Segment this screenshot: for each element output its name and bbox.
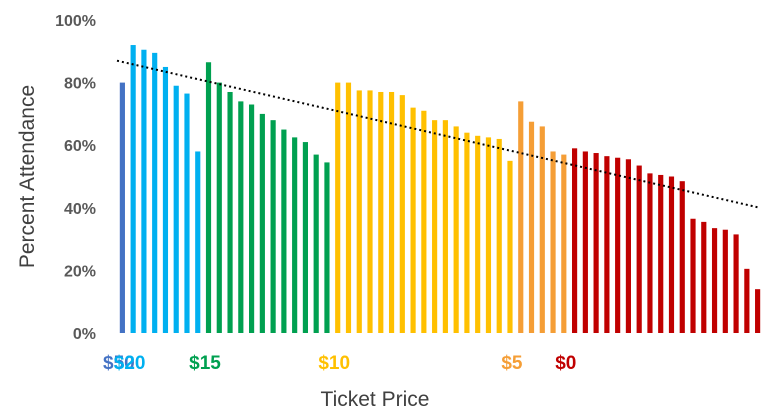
bar	[625, 159, 631, 333]
bar	[205, 62, 212, 333]
bar	[582, 151, 588, 333]
y-tick-labels: 0% 20% 40% 60% 80% 100%	[55, 13, 96, 343]
y-tick-label: 80%	[64, 76, 96, 93]
bar	[399, 95, 405, 334]
bar	[701, 221, 707, 333]
bar	[302, 142, 308, 333]
bar	[259, 113, 265, 334]
price-label: $5	[501, 353, 523, 374]
x-axis-title: Ticket Price	[321, 388, 430, 411]
bar	[141, 49, 147, 334]
bar	[432, 120, 438, 333]
bar	[733, 234, 739, 333]
bar	[162, 66, 169, 333]
bar	[442, 120, 448, 333]
bar	[744, 268, 750, 333]
bar	[561, 154, 567, 333]
bar	[410, 107, 416, 333]
y-tick-label: 100%	[55, 13, 96, 30]
bar	[507, 160, 513, 333]
bar	[195, 151, 201, 333]
bar	[238, 101, 244, 333]
bar	[313, 154, 319, 333]
bar	[388, 91, 395, 334]
price-label: $0	[555, 353, 576, 374]
bar	[281, 129, 287, 333]
y-tick-label: 20%	[64, 263, 96, 280]
bars	[119, 45, 761, 334]
bar	[119, 82, 125, 333]
bar	[345, 82, 352, 333]
trendline	[116, 59, 761, 209]
bar	[636, 165, 642, 333]
bar	[679, 181, 685, 333]
bar	[647, 173, 653, 333]
bar	[173, 85, 179, 333]
price-labels: $50$20 $15 $10 $5 $0	[103, 353, 576, 374]
bar	[528, 121, 535, 333]
bar	[378, 91, 384, 334]
y-tick-label: 40%	[64, 201, 96, 218]
bar	[539, 126, 545, 333]
bar	[421, 110, 427, 334]
y-tick-label: 60%	[64, 138, 96, 155]
bar	[216, 82, 222, 333]
y-axis-title: Percent Attendance	[16, 85, 39, 268]
bar	[711, 228, 718, 333]
bar	[615, 157, 621, 333]
bar	[518, 101, 524, 333]
price-label: $20	[114, 353, 146, 374]
bar	[690, 218, 696, 333]
bar	[249, 104, 255, 333]
y-tick-label: 0%	[73, 326, 96, 343]
bar	[593, 153, 599, 333]
bar	[722, 229, 728, 333]
bar	[604, 156, 610, 333]
bar	[356, 90, 362, 333]
bar	[453, 126, 459, 333]
bar	[130, 45, 136, 333]
bar	[658, 174, 664, 333]
bar	[755, 289, 761, 333]
price-label: $50	[103, 353, 135, 374]
bar	[475, 135, 481, 333]
bar	[270, 120, 276, 333]
bar	[152, 52, 158, 334]
bar	[227, 91, 233, 334]
price-label: $15	[189, 353, 221, 374]
bar	[550, 151, 556, 333]
price-label: $10	[318, 353, 350, 374]
bar	[292, 137, 298, 334]
bar	[572, 148, 578, 333]
bar	[367, 90, 373, 333]
bar	[184, 93, 190, 333]
bar	[324, 162, 330, 333]
bar	[668, 176, 675, 333]
bar	[464, 132, 470, 333]
bar	[335, 82, 341, 333]
bar	[485, 137, 492, 334]
bar	[496, 138, 502, 333]
